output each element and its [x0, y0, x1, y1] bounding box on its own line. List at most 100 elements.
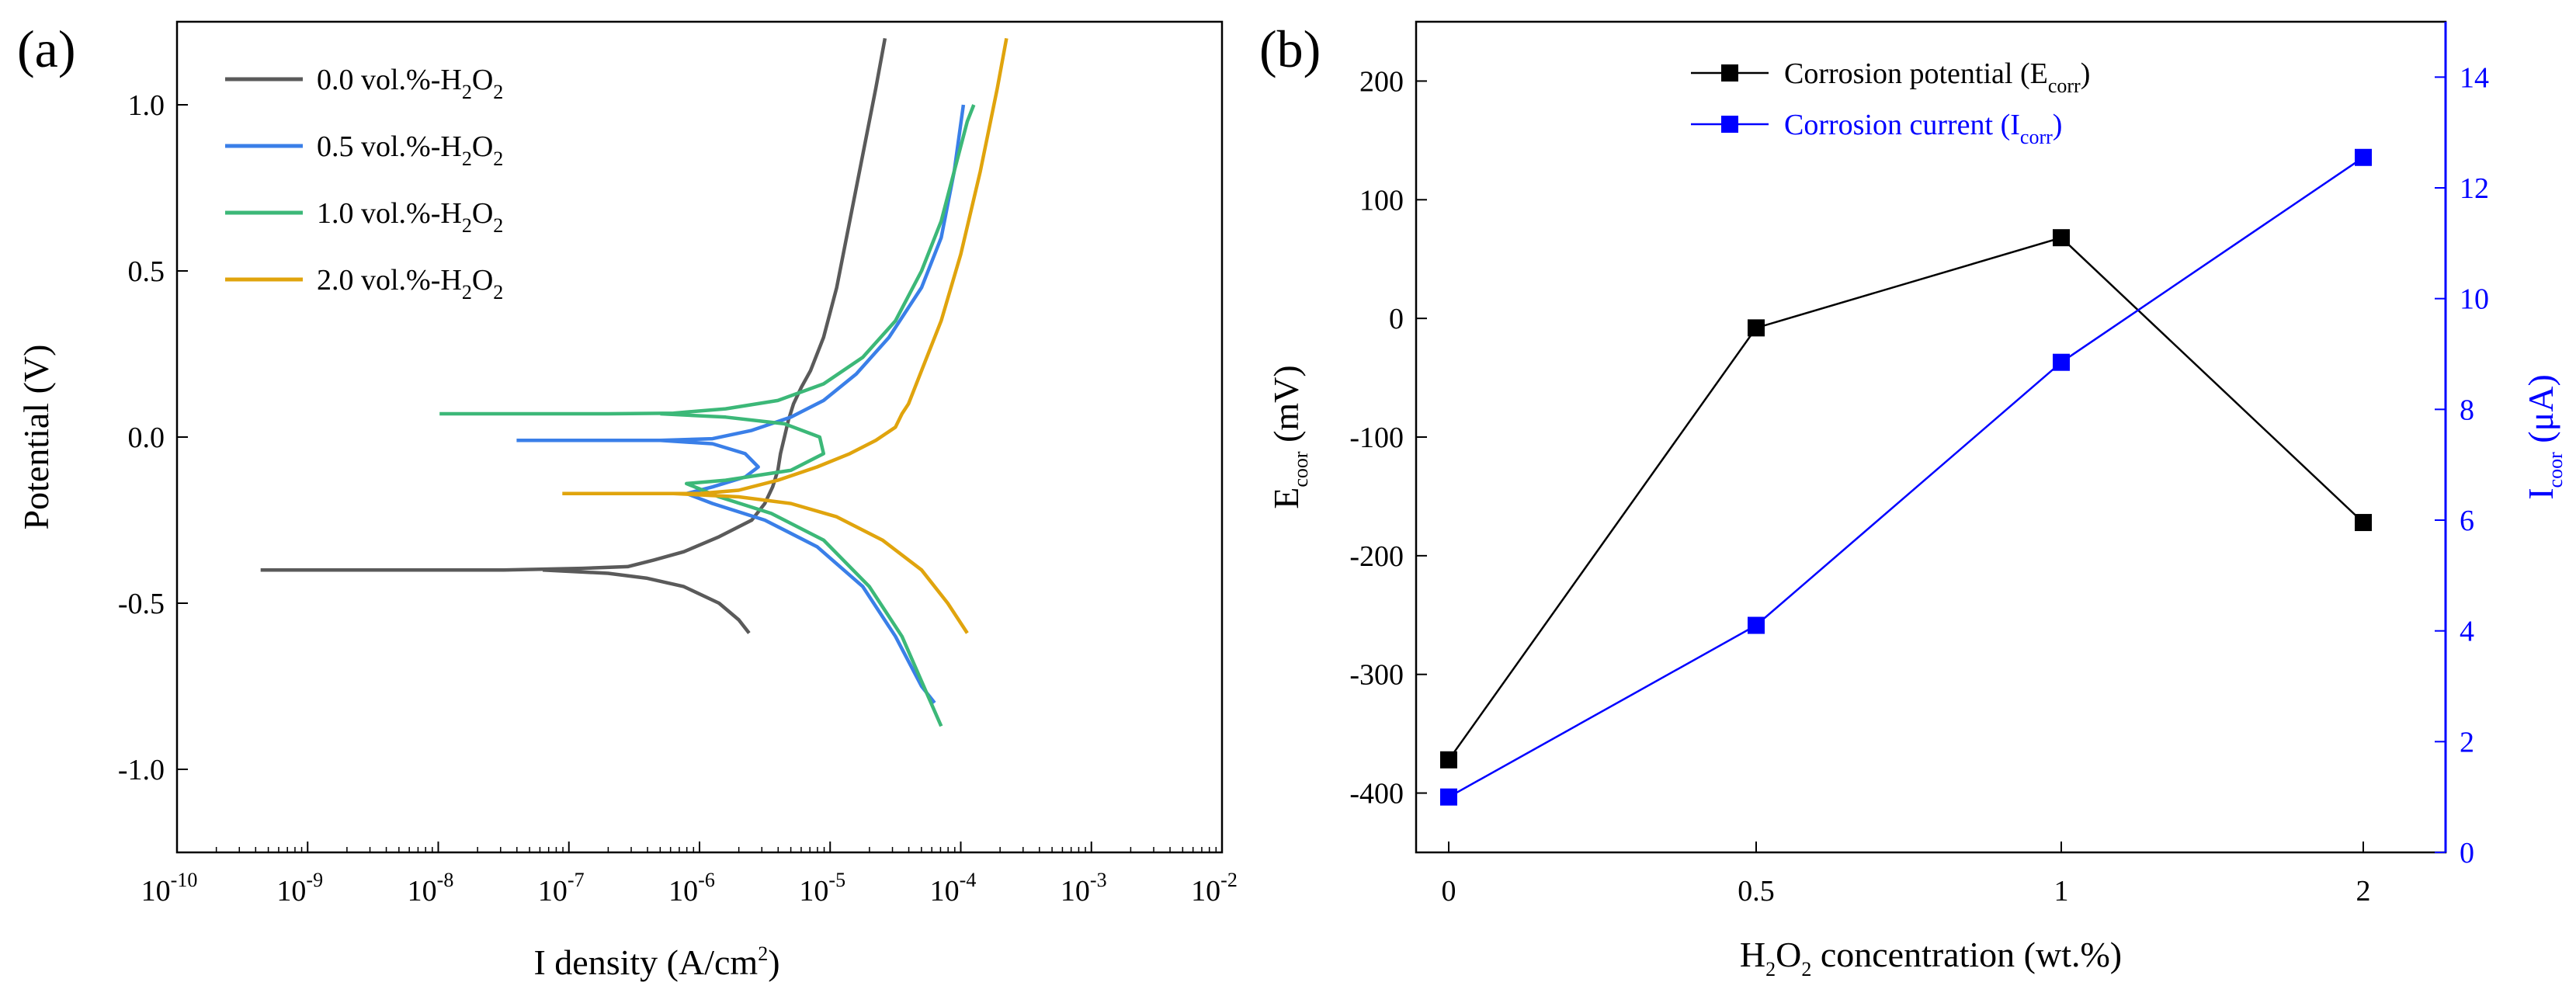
panel-a-x-tick-base: 10	[1191, 875, 1220, 908]
legend-text-tail: )	[2081, 57, 2091, 90]
panel-a-x-tick-label: 10-7	[538, 869, 585, 908]
panel-b-legend-marker-1	[1721, 116, 1738, 133]
y2-label-tail: (μA)	[2521, 374, 2560, 452]
x-label-h: H	[1740, 935, 1765, 974]
legend-text-mid: O	[472, 64, 493, 96]
x-label-sub-1: 2	[1765, 958, 1776, 980]
panel-a-series-line-3	[562, 37, 1009, 496]
legend-text-sub: 2	[493, 81, 503, 103]
panel-a-legend-label-0: 0.0 vol.%-H2O2	[317, 64, 503, 103]
panel-a-y-axis-label: Potential (V)	[16, 345, 56, 530]
panel-a-legend-label-1: 0.5 vol.%-H2O2	[317, 130, 503, 170]
panel-a-series-branch-1	[660, 439, 936, 704]
panel-b-y2-tick-label: 8	[2460, 394, 2474, 426]
panel-a-label: (a)	[17, 19, 75, 78]
legend-text-mid: O	[472, 130, 493, 163]
y2-label-i: I	[2521, 488, 2560, 499]
panel-b-marker-1-1	[1748, 616, 1765, 634]
y2-label-sub: coor	[2544, 452, 2567, 488]
panel-a-legend-label-3: 2.0 vol.%-H2O2	[317, 264, 503, 304]
panel-b-y-tick-label: -400	[1349, 778, 1404, 810]
panel-b-y-tick-label: 200	[1359, 65, 1404, 98]
panel-b-series-line-0	[1447, 236, 2364, 761]
legend-text-sub: 2	[462, 214, 472, 237]
panel-a-x-tick-label: 10-6	[668, 869, 715, 908]
panel-a-y-tick-label: -1.0	[118, 754, 165, 786]
panel-a-x-axis-label-main: I density (A/cm	[533, 942, 758, 982]
panel-a-x-tick-exp: -2	[1220, 869, 1238, 891]
x-label-tail: concentration (wt.%)	[1811, 935, 2122, 974]
panel-a-series-line-2	[439, 104, 976, 416]
panel-a-x-tick-exp: -7	[568, 869, 585, 891]
panel-b-marker-0-1	[1748, 319, 1765, 337]
panel-b-y-tick-label: -100	[1349, 422, 1404, 454]
panel-a-series-branch-3	[673, 491, 969, 634]
panel-a-x-tick-exp: -8	[437, 869, 454, 891]
panel-a-x-tick-base: 10	[408, 875, 437, 908]
legend-text-sub: 2	[493, 281, 503, 304]
legend-text-sub: 2	[462, 281, 472, 304]
legend-text-pre: 1.0 vol.%-H	[317, 197, 462, 230]
legend-text-sub: corr	[2020, 126, 2053, 148]
panel-a-x-tick-exp: -6	[698, 869, 715, 891]
legend-text-pre: 0.5 vol.%-H	[317, 130, 462, 163]
legend-text-mid: O	[472, 197, 493, 230]
panel-a-x-axis-label-tail: )	[768, 942, 779, 982]
panel-b-legend-label-0: Corrosion potential (Ecorr)	[1784, 57, 2090, 97]
panel-b-marker-1-3	[2355, 148, 2372, 166]
panel-a-y-tick-label: -0.5	[118, 588, 165, 620]
panel-b-legend: Corrosion potential (Ecorr)Corrosion cur…	[1691, 57, 2090, 148]
panel-b-x-axis-label: H2O2 concentration (wt.%)	[1740, 935, 2122, 980]
panel-b-marker-0-2	[2053, 229, 2070, 247]
panel-a-x-tick-label: 10-4	[930, 869, 977, 908]
panel-a-x-tick-base: 10	[141, 875, 171, 908]
panel-b-y-tick-label: -200	[1349, 540, 1404, 573]
panel-a-series-line-0	[260, 37, 887, 572]
legend-text-pre: 2.0 vol.%-H	[317, 264, 462, 297]
panel-b-plot-frame	[1415, 20, 2447, 854]
panel-b-marker-1-2	[2053, 353, 2070, 371]
panel-b-y-tick-label: -300	[1349, 659, 1404, 692]
panel-a-x-tick-exp: -5	[828, 869, 845, 891]
legend-text-sub: 2	[462, 81, 472, 103]
panel-b-y2-tick-label: 6	[2460, 505, 2474, 537]
legend-text-pre: Corrosion potential (E	[1784, 57, 2048, 90]
legend-text-pre: Corrosion current (I	[1784, 109, 2020, 141]
panel-b-marker-0-3	[2355, 514, 2372, 532]
panel-a-y-tick-label: 0.0	[128, 422, 165, 454]
panel-b-y2-tick-label: 4	[2460, 616, 2474, 648]
panel-b-y-tick-label: 0	[1389, 303, 1404, 335]
legend-text-sub: 2	[493, 214, 503, 237]
panel-a-x-tick-base: 10	[930, 875, 960, 908]
panel-a-y-tick-label: 0.5	[128, 255, 165, 288]
panel-a-x-tick-base: 10	[1061, 875, 1090, 908]
panel-b-legend-marker-0	[1721, 64, 1738, 82]
panel-b-y2-tick-label: 0	[2460, 837, 2474, 869]
legend-text-mid: O	[472, 264, 493, 297]
panel-a-x-tick-exp: -4	[960, 869, 977, 891]
panel-a-x-tick-exp: -10	[171, 869, 198, 891]
panel-b-marker-0-0	[1440, 751, 1457, 769]
panel-a-x-tick-label: 10-5	[799, 869, 845, 908]
panel-a-x-tick-label: 10-10	[141, 869, 198, 908]
legend-text-sub: 2	[462, 148, 472, 170]
panel-a-x-tick-label: 10-9	[276, 869, 323, 908]
panel-a-x-tick-label: 10-8	[408, 869, 454, 908]
panel-b-y2-tick-label: 2	[2460, 726, 2474, 758]
y-label-e: E	[1266, 488, 1306, 509]
panel-a-y-tick-label: 1.0	[128, 89, 165, 122]
legend-text-sub: 2	[493, 148, 503, 170]
panel-b-series-line-1	[1448, 156, 2364, 798]
y-label-tail: (mV)	[1266, 365, 1306, 451]
x-label-sub-2: 2	[1801, 958, 1811, 980]
panel-a-chart: (a) 10-10 10-9 10-8 10-7 10-6 10-5 10-4 10-3 10-…	[16, 19, 1238, 982]
panel-b-y-tick-label: 100	[1359, 184, 1404, 217]
panel-b-x-tick-label: 1	[2054, 875, 2069, 908]
x-label-o: O	[1776, 935, 1801, 974]
panel-b-legend-label-1: Corrosion current (Icorr)	[1784, 109, 2062, 148]
panel-b-x-tick-label: 0.5	[1738, 875, 1775, 908]
panel-b-label: (b)	[1259, 19, 1321, 78]
panel-b-y2-axis-label: Icoor (μA)	[2521, 374, 2567, 500]
